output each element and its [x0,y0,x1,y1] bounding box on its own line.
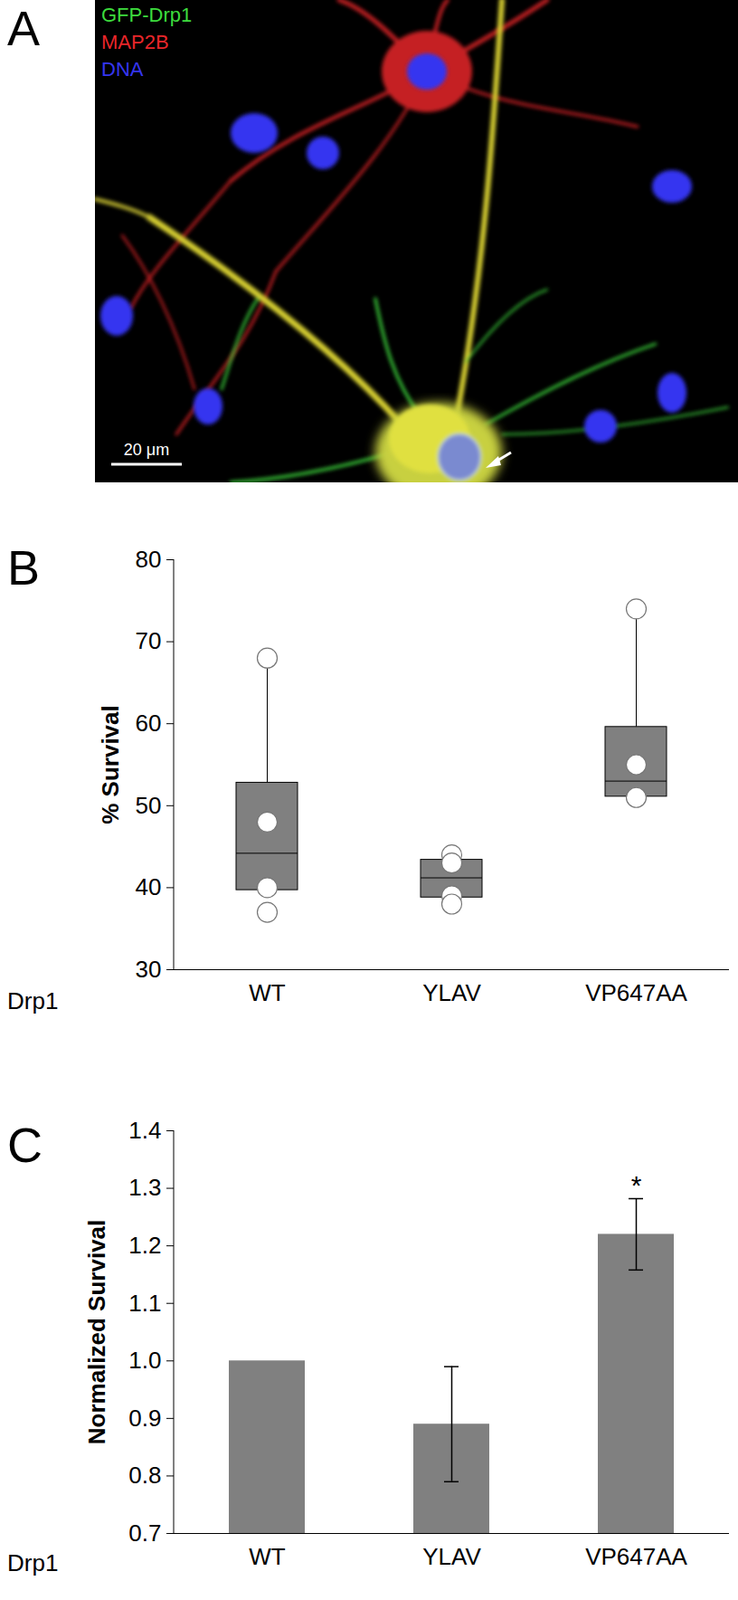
svg-text:% Survival: % Survival [96,704,124,824]
svg-text:YLAV: YLAV [422,1542,482,1570]
html-text:Drp1: Drp1 [7,1548,59,1576]
svg-text:VP647AA: VP647AA [585,978,688,1006]
svg-text:WT: WT [248,978,286,1006]
svg-text:20 μm: 20 μm [123,440,170,459]
svg-text:MAP2B: MAP2B [101,30,170,54]
svg-text:DNA: DNA [101,57,144,81]
svg-text:70: 70 [135,626,162,654]
svg-text:1.0: 1.0 [128,1345,161,1373]
svg-text:1.1: 1.1 [128,1288,161,1316]
svg-text:YLAV: YLAV [422,978,482,1006]
svg-text:GFP-Drp1: GFP-Drp1 [101,3,192,27]
svg-text:1.2: 1.2 [128,1230,161,1259]
svg-text:VP647AA: VP647AA [585,1542,688,1570]
svg-text:WT: WT [248,1542,286,1570]
svg-text:80: 80 [135,545,162,573]
svg-text:1.4: 1.4 [128,1116,161,1144]
svg-text:50: 50 [135,791,162,819]
svg-text:30: 30 [135,955,162,983]
html-text:C: C [7,1116,43,1172]
svg-text:0.8: 0.8 [128,1460,161,1488]
html-text:B: B [7,539,40,595]
html-text:Drp1: Drp1 [7,986,59,1014]
svg-text:40: 40 [135,872,162,900]
svg-text:Normalized Survival: Normalized Survival [83,1219,111,1445]
html-text:A: A [7,0,40,56]
svg-text:60: 60 [135,709,162,737]
svg-text:0.7: 0.7 [128,1518,161,1546]
svg-text:*: * [631,1169,643,1200]
svg-text:0.9: 0.9 [128,1403,161,1431]
svg-text:1.3: 1.3 [128,1173,161,1201]
